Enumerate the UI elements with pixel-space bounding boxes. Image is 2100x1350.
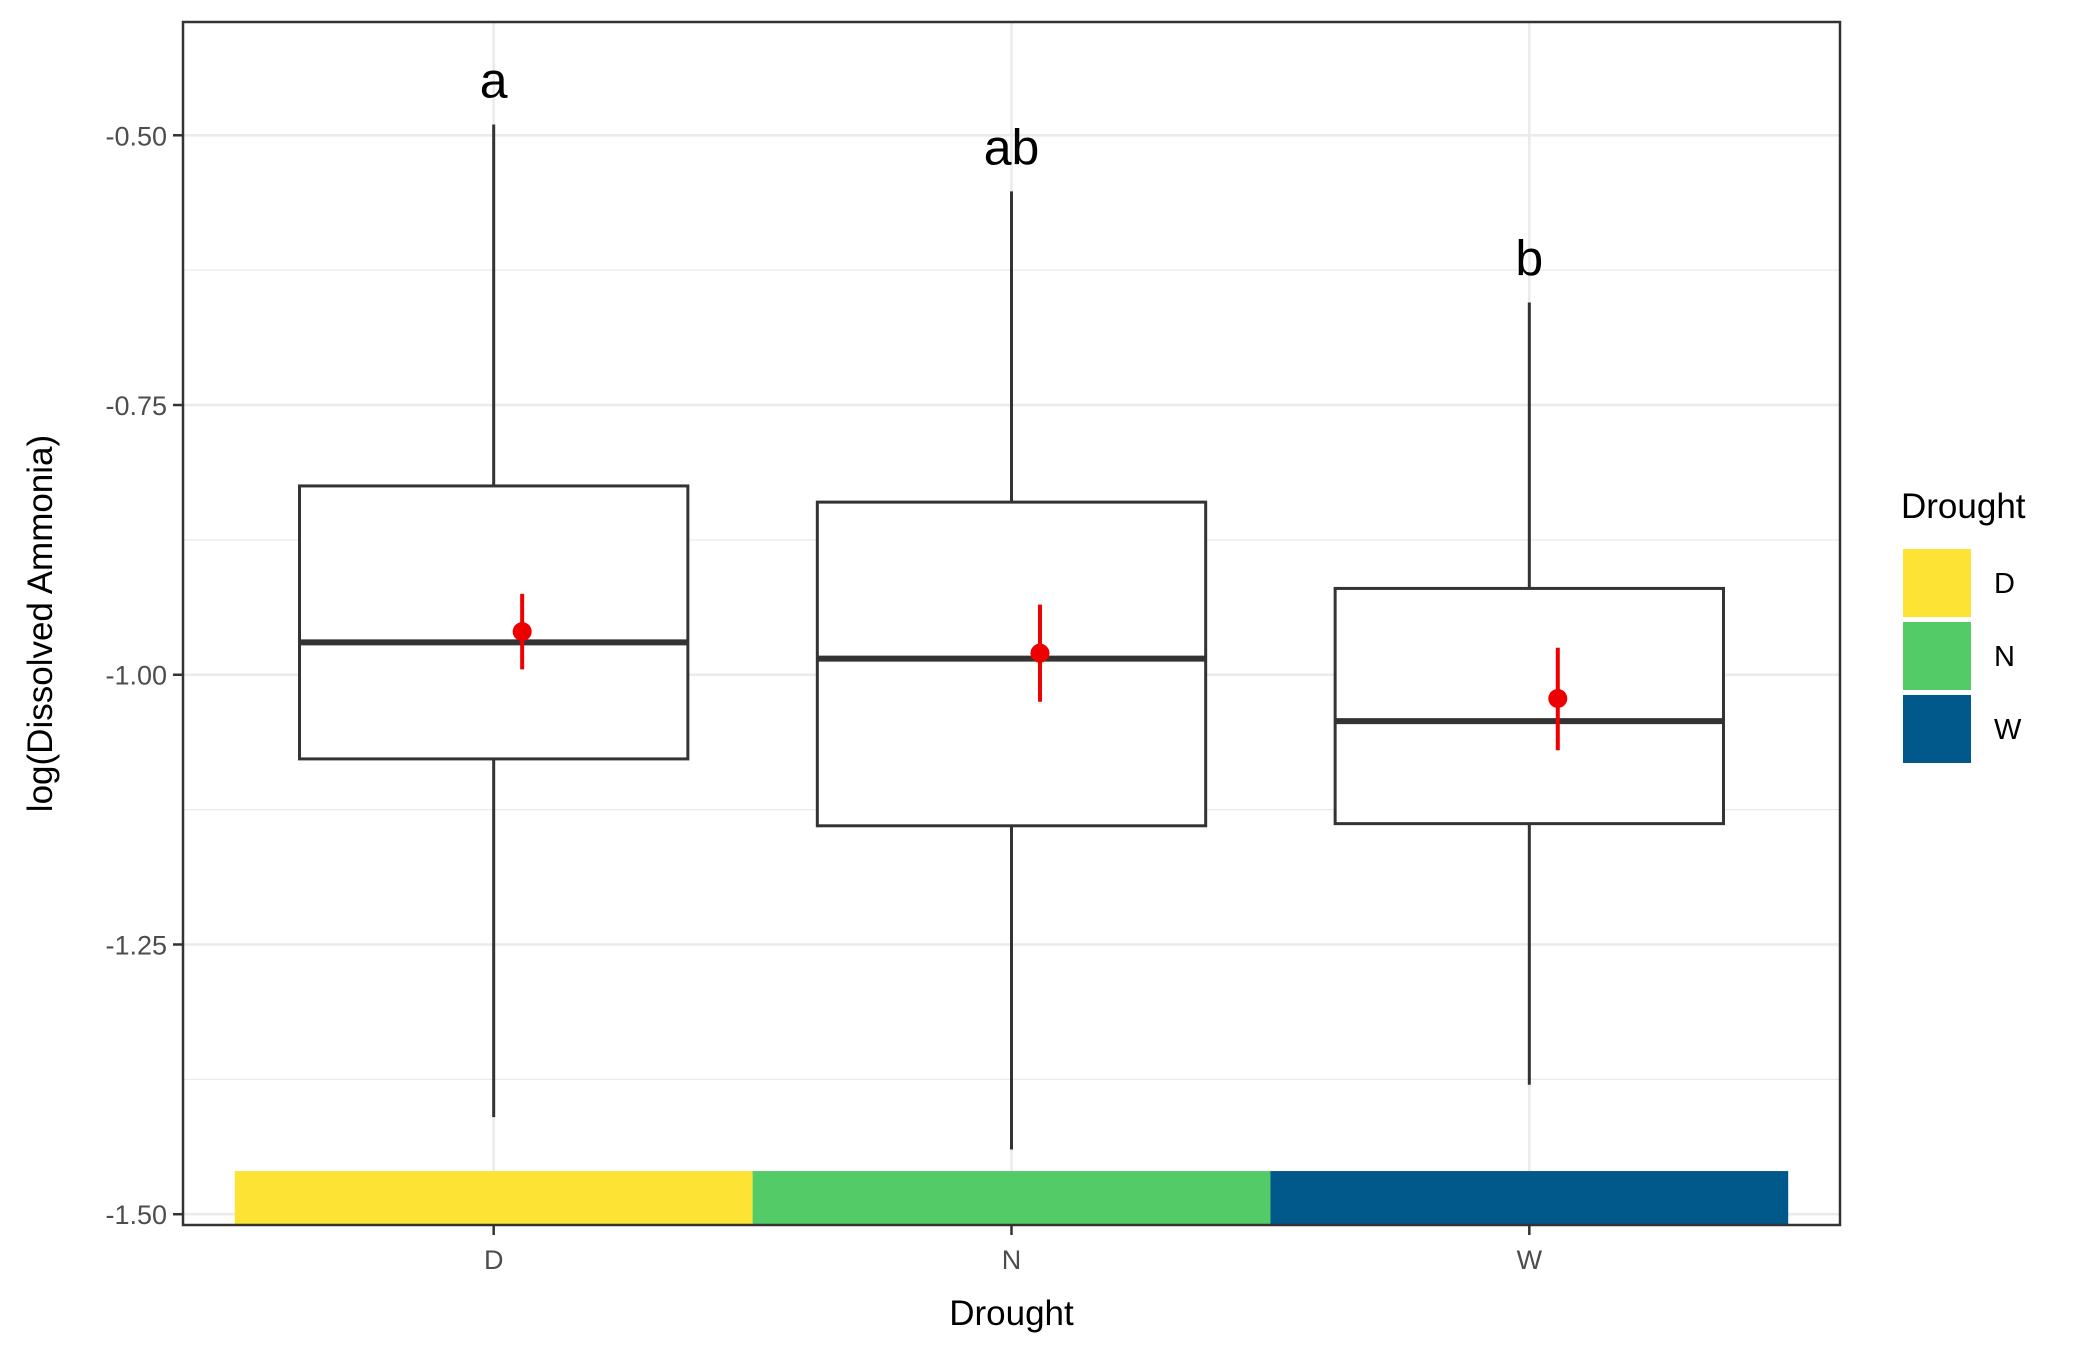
legend-key-d [1903, 549, 1971, 617]
y-tick-label: -0.50 [105, 121, 167, 151]
legend-key-w [1903, 695, 1971, 763]
y-tick-label: -0.75 [105, 391, 167, 421]
significance-letter-w: b [1515, 231, 1543, 287]
mean-point-d [512, 622, 532, 642]
mean-point-n [1030, 643, 1050, 663]
legend-label-d: D [1994, 568, 2015, 600]
y-tick-label: -1.50 [105, 1200, 167, 1230]
color-band-segment-n [752, 1171, 1271, 1225]
x-tick-label: D [484, 1245, 504, 1275]
axes: -0.50 -0.75 -1.00 -1.25 -1.50 D N W [105, 121, 1542, 1275]
y-tick-label: -1.00 [105, 661, 167, 691]
x-axis-title: Drought [949, 1294, 1074, 1333]
means [512, 593, 1568, 751]
color-band-segment-d [234, 1171, 753, 1225]
y-axis-title: log(Dissolved Ammonia) [21, 435, 60, 812]
y-tick-label: -1.25 [105, 930, 167, 960]
mean-point-w [1548, 688, 1568, 708]
box-w [1333, 586, 1725, 826]
significance-letters: a ab b [480, 52, 1543, 286]
significance-letter-n: ab [984, 119, 1040, 175]
box-n [815, 500, 1208, 828]
boxes [298, 124, 1725, 1150]
legend-key-n [1903, 622, 1971, 690]
legend: Drought D N W [1901, 487, 2026, 763]
x-tick-label: W [1517, 1245, 1543, 1275]
x-tick-label: N [1002, 1245, 1022, 1275]
legend-title: Drought [1901, 487, 2026, 526]
legend-label-w: W [1994, 714, 2022, 746]
color-band [234, 1171, 1789, 1225]
box-d [298, 484, 690, 761]
legend-label-n: N [1994, 641, 2015, 673]
significance-letter-d: a [480, 52, 508, 108]
color-band-segment-w [1270, 1171, 1789, 1225]
